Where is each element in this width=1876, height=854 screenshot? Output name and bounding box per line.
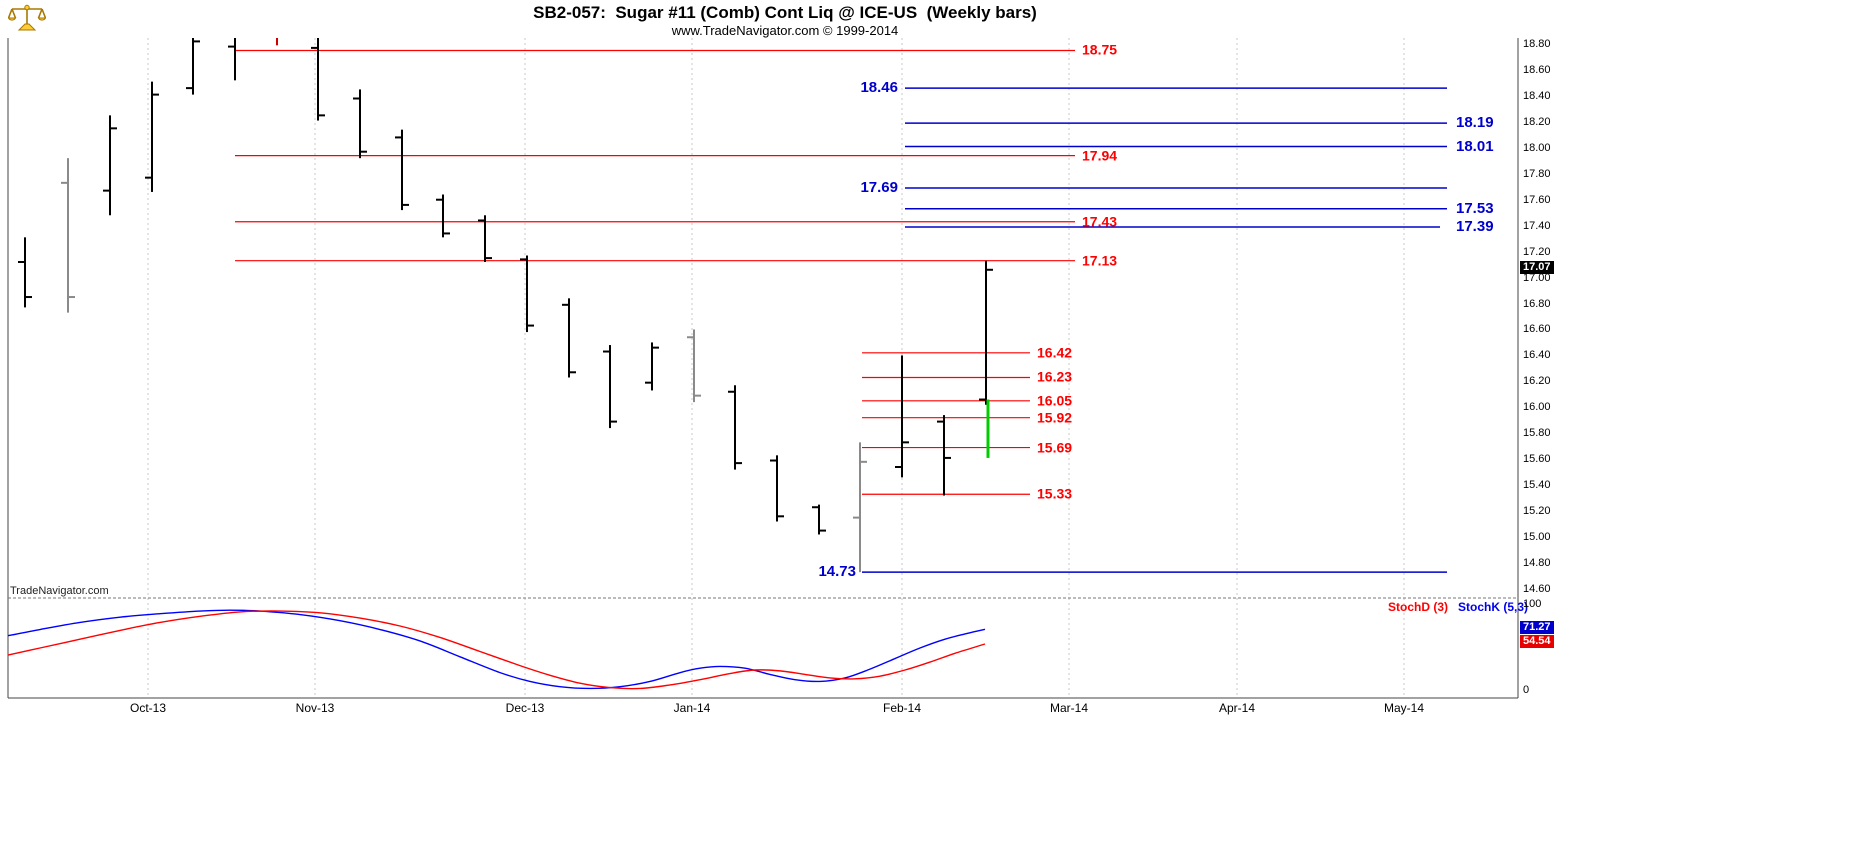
chart-subtitle: www.TradeNavigator.com © 1999-2014 [671,23,899,38]
price-bar [603,345,617,429]
month-axis-label: Jan-14 [673,701,711,715]
current-price-badge: 17.07 [1520,261,1554,274]
price-axis-label: 16.60 [1523,323,1551,336]
stoch-curve-stochd [7,610,986,690]
price-axis-label: 18.60 [1523,63,1551,76]
scales-icon [7,4,47,31]
blue-level-label: 18.46 [860,79,898,97]
price-bar [895,355,909,478]
price-axis-label: 15.00 [1523,531,1551,544]
blue-level-label: 18.01 [1456,137,1494,155]
price-bar [812,504,826,535]
blue-level-label: 17.39 [1456,217,1494,235]
price-bar [311,38,325,121]
blue-level-label: 18.19 [1456,114,1494,132]
price-axis-label: 16.40 [1523,349,1551,362]
price-axis-label: 16.80 [1523,297,1551,310]
price-chart-canvas[interactable] [0,0,1570,715]
legend-stochk[interactable]: StochK (5,3) [1458,600,1529,614]
price-axis-label: 18.00 [1523,141,1551,154]
price-axis-label: 18.80 [1523,38,1551,50]
price-axis-label: 16.20 [1523,375,1551,388]
price-bar [395,129,409,211]
price-bar [61,158,75,313]
watermark: TradeNavigator.com [10,585,109,597]
legend-stochd[interactable]: StochD (3) [1388,600,1448,614]
price-axis-label: 14.80 [1523,557,1551,570]
blue-level-label: 17.69 [860,179,898,197]
price-bar [103,115,117,216]
month-axis-label: Nov-13 [295,701,335,715]
month-axis-label: Dec-13 [505,701,545,715]
price-axis-label: 15.60 [1523,453,1551,466]
price-bar [770,455,784,522]
price-bar [562,298,576,378]
month-axis-label: Oct-13 [129,701,167,715]
price-bar [145,81,159,192]
red-level-label: 16.42 [1037,344,1073,361]
price-bar [645,342,659,391]
red-level-label: 16.05 [1037,392,1073,409]
price-axis-label: 14.60 [1523,582,1551,595]
price-axis-label: 15.20 [1523,505,1551,518]
price-bar [353,89,367,159]
month-axis-label: Feb-14 [882,701,922,715]
red-level-label: 15.92 [1037,409,1073,426]
price-axis-label: 18.40 [1523,89,1551,102]
price-bar [853,442,867,573]
month-axis-label: May-14 [1383,701,1425,715]
stoch-axis-0: 0 [1523,684,1530,696]
price-bar [979,260,993,405]
red-level-label: 16.23 [1037,368,1073,385]
price-axis-label: 15.40 [1523,479,1551,492]
price-axis-label: 17.20 [1523,245,1551,258]
price-bar [186,38,200,95]
price-bar [18,237,32,308]
red-level-label: 17.43 [1082,213,1118,230]
price-bar [937,415,951,496]
blue-level-label: 17.53 [1456,199,1494,217]
red-level-label: 18.75 [1082,41,1118,58]
price-bar [228,38,236,81]
tradenavigator-logo [7,2,47,34]
red-level-label: 15.33 [1037,485,1073,502]
price-axis-label: 17.40 [1523,219,1551,232]
stoch-curve-stochk [7,609,986,690]
month-axis-label: Apr-14 [1218,701,1256,715]
price-axis-label: 17.60 [1523,193,1551,206]
price-bar [728,385,742,470]
price-bar [520,255,534,333]
price-bar [436,194,450,238]
month-axis-label: Mar-14 [1049,701,1089,715]
stoch-axis-100: 100 [1523,598,1542,610]
price-axis-label: 18.20 [1523,115,1551,128]
blue-level-label: 14.73 [818,563,856,581]
stochd-value-badge: 54.54 [1520,635,1554,648]
price-axis-label: 17.00 [1523,271,1551,284]
price-axis-label: 17.80 [1523,167,1551,180]
chart-title: SB2-057: Sugar #11 (Comb) Cont Liq @ ICE… [533,3,1037,22]
price-axis-label: 15.80 [1523,427,1551,440]
red-level-label: 17.94 [1082,147,1118,164]
price-bar [478,215,492,262]
price-axis-label: 16.00 [1523,401,1551,414]
red-level-label: 17.13 [1082,252,1118,269]
red-level-label: 15.69 [1037,439,1073,456]
price-bar [687,329,701,403]
stochk-value-badge: 71.27 [1520,621,1554,634]
stoch-legend: StochD (3) StochK (5,3) [1388,600,1528,614]
